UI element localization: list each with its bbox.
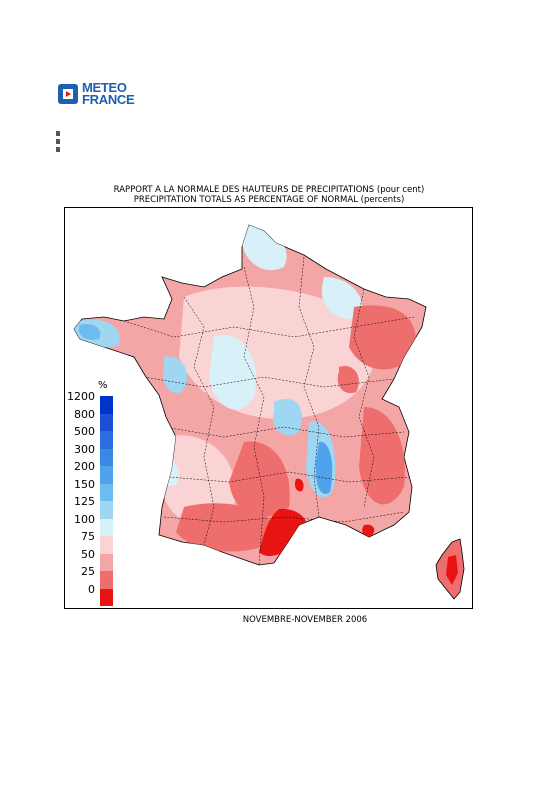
- legend-swatch: [100, 396, 113, 414]
- title-fr: RAPPORT A LA NORMALE DES HAUTEURS DE PRE…: [113, 185, 425, 195]
- legend-label: 25: [81, 565, 95, 578]
- logo-line-1: METEO: [82, 80, 127, 95]
- legend: % 1200 800 500 300 200 150 125 100 75 50 25 0: [67, 380, 146, 606]
- legend-label: 500: [74, 425, 95, 438]
- france-precipitation-map: [73, 224, 465, 600]
- map-period-label: NOVEMBRE-NOVEMBER 2006: [242, 615, 368, 625]
- legend-swatch: [100, 588, 113, 606]
- legend-unit: %: [98, 380, 108, 391]
- legend-swatch: [100, 413, 113, 431]
- precipitation-zones: [74, 225, 417, 557]
- legend-swatch: [100, 518, 113, 536]
- meteo-france-logo: METEO FRANCE: [57, 80, 141, 108]
- legend-label: 800: [74, 407, 95, 421]
- legend-label: 200: [74, 460, 95, 473]
- logo-line-2: FRANCE: [82, 92, 135, 107]
- legend-swatch: [100, 553, 113, 571]
- legend-swatch: [100, 571, 113, 589]
- legend-swatch: [100, 536, 113, 554]
- department-borders: [123, 256, 415, 565]
- legend-swatch: [100, 431, 113, 449]
- legend-swatch: [100, 448, 113, 466]
- legend-label: 300: [74, 442, 95, 456]
- meteo-france-logo-icon: [58, 84, 78, 104]
- side-marks: [56, 131, 61, 157]
- legend-swatch: [100, 501, 113, 519]
- legend-label: 100: [74, 512, 95, 526]
- logo-wordmark: METEO FRANCE: [82, 80, 135, 107]
- title-en: PRECIPITATION TOTALS AS PERCENTAGE OF NO…: [133, 195, 405, 205]
- legend-label: 50: [81, 547, 95, 561]
- legend-label: 150: [74, 477, 95, 491]
- legend-label: 125: [74, 495, 95, 508]
- legend-swatch: [100, 483, 113, 501]
- map-frame: [64, 207, 473, 609]
- legend-label: 1200: [67, 390, 95, 403]
- legend-label: 0: [88, 582, 95, 596]
- legend-swatch: [100, 466, 113, 484]
- legend-label: 75: [81, 530, 95, 543]
